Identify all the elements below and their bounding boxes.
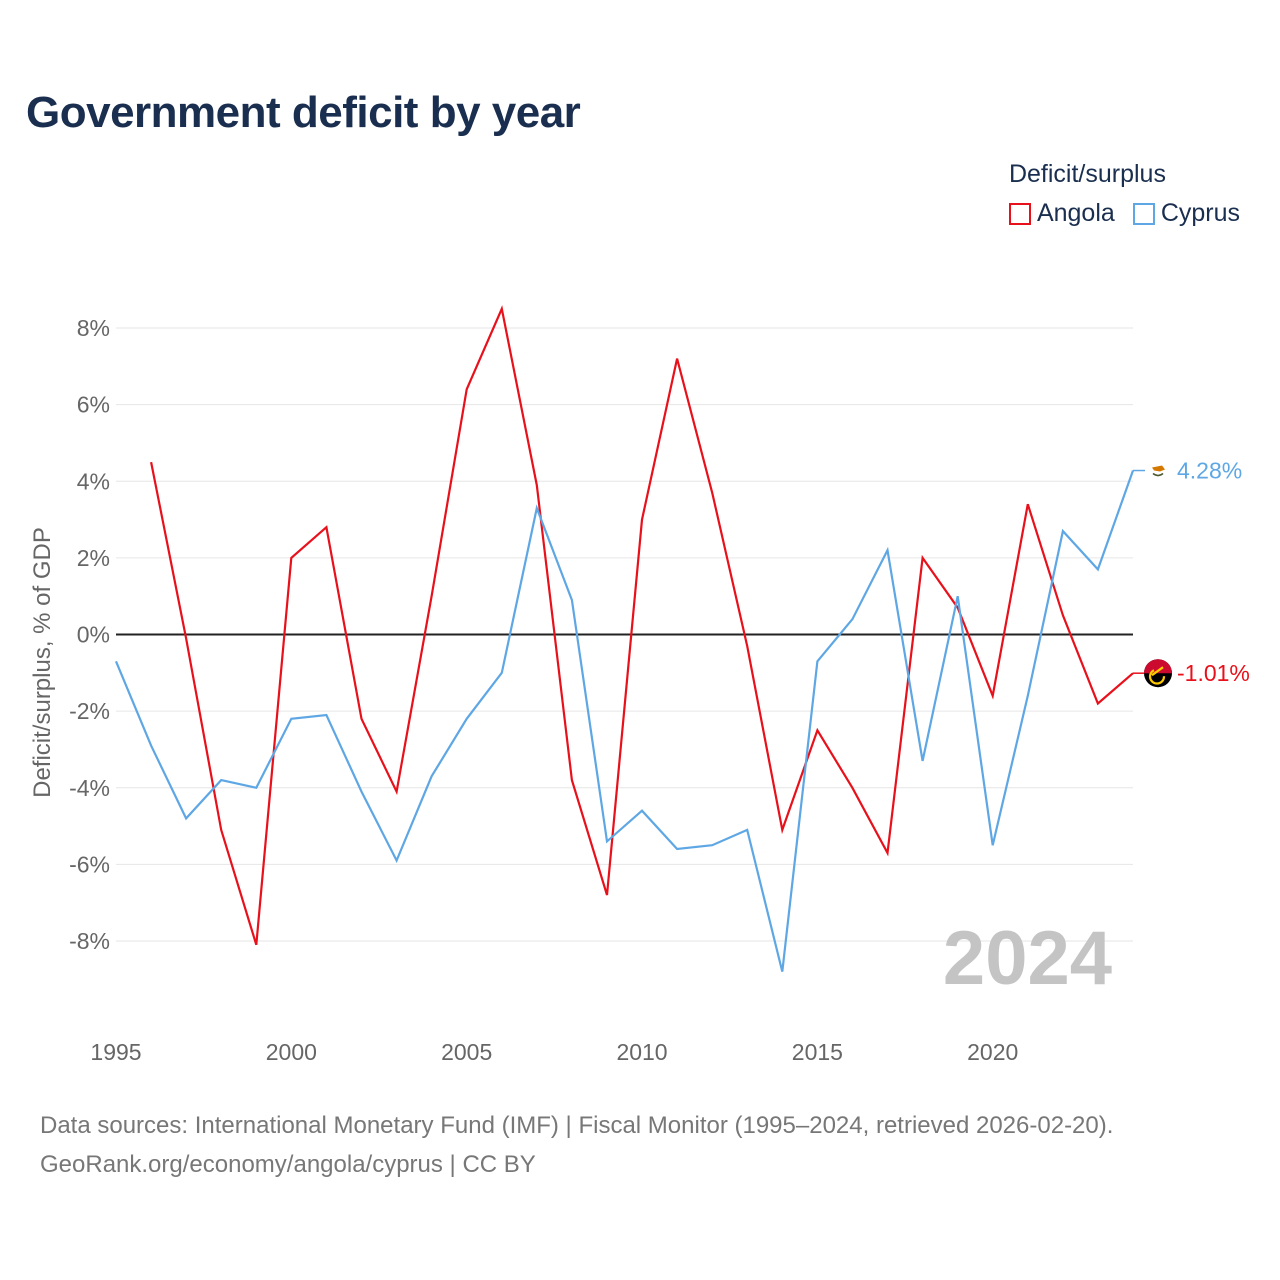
angola-flag-icon <box>1144 659 1172 688</box>
y-tick-label: 0% <box>77 622 110 648</box>
y-tick-label: 8% <box>77 315 110 341</box>
y-tick-label: -6% <box>69 851 110 877</box>
year-watermark: 2024 <box>943 916 1112 1001</box>
flag-red <box>1144 659 1172 674</box>
x-tick-label: 2020 <box>967 1039 1018 1065</box>
y-tick-label: 4% <box>77 468 110 494</box>
legend-items: Angola Cyprus <box>1008 199 1240 228</box>
cyprus-flag-icon <box>1147 459 1169 482</box>
source-line-2[interactable]: GeoRank.org/economy/angola/cyprus | CC B… <box>40 1151 536 1178</box>
y-tick-label: 6% <box>77 392 110 418</box>
legend-swatch-cyprus <box>1132 202 1155 225</box>
y-tick-label: 2% <box>77 545 110 571</box>
legend: Deficit/surplus Angola Cyprus <box>1008 160 1240 228</box>
x-tick-label: 2015 <box>792 1039 843 1065</box>
flag-olive <box>1152 472 1164 477</box>
y-tick-label: -4% <box>69 775 110 801</box>
x-tick-label: 2000 <box>266 1039 317 1065</box>
legend-swatch-angola <box>1008 202 1031 225</box>
series-line-angola <box>150 305 1134 946</box>
y-tick-label: -2% <box>69 698 110 724</box>
flag-island <box>1152 465 1165 472</box>
legend-label-angola: Angola <box>1036 199 1115 227</box>
chart-title: Government deficit by year <box>26 88 581 137</box>
end-value-label-angola: -1.01% <box>1177 660 1250 686</box>
legend-item-cyprus[interactable]: Cyprus <box>1132 199 1240 228</box>
x-tick-label: 2005 <box>441 1039 492 1065</box>
series-line-cyprus <box>114 470 1135 972</box>
source-line-1: Data sources: International Monetary Fun… <box>40 1112 1114 1139</box>
x-tick-label: 2010 <box>616 1039 667 1065</box>
end-value-label-cyprus: 4.28% <box>1177 458 1242 484</box>
legend-title: Deficit/surplus <box>1008 160 1166 188</box>
flag-emblem <box>1148 666 1166 685</box>
y-tick-label: -8% <box>69 928 110 954</box>
y-axis-title: Deficit/surplus, % of GDP <box>29 527 56 798</box>
legend-label-cyprus: Cyprus <box>1160 199 1240 227</box>
x-tick-label: 1995 <box>90 1039 141 1065</box>
legend-item-angola[interactable]: Angola <box>1008 199 1115 228</box>
source-note: Data sources: International Monetary Fun… <box>40 1106 1113 1184</box>
